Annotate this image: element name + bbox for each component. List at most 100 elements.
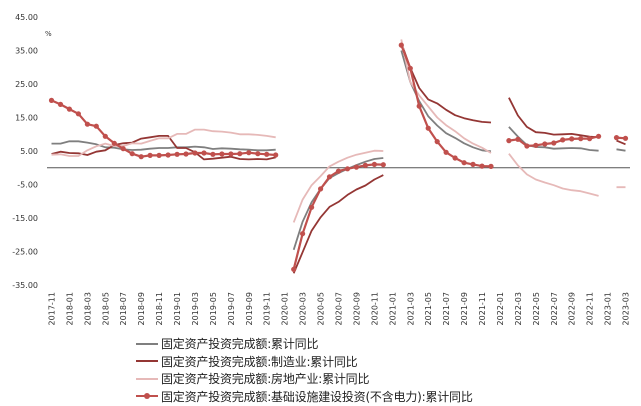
series-line — [51, 42, 626, 274]
data-point — [326, 174, 333, 180]
x-tick-label: 2019-07 — [227, 292, 236, 325]
data-point — [237, 151, 243, 157]
y-tick-label: -15.00 — [12, 214, 38, 223]
data-point — [551, 140, 557, 146]
data-point — [479, 163, 485, 169]
legend: 固定资产投资完成额:累计同比 固定资产投资完成额:制造业:累计同比 固定资产投资完成… — [136, 335, 576, 405]
x-tick-label: 2020-07 — [335, 292, 344, 325]
x-tick-label: 2022-09 — [568, 292, 577, 325]
y-tick-label: 15.00 — [15, 114, 38, 123]
legend-item: 固定资产投资完成额:累计同比 — [136, 335, 576, 353]
x-tick-label: 2019-03 — [191, 292, 200, 325]
data-point — [147, 152, 153, 158]
x-tick-label: 2020-05 — [317, 292, 326, 325]
data-point — [264, 151, 270, 157]
data-point — [398, 42, 404, 48]
data-point — [291, 266, 297, 272]
x-tick-label: 2018-05 — [101, 292, 110, 325]
legend-swatch — [136, 377, 158, 380]
legend-label: 固定资产投资完成额:基础设施建设投资(不含电力):累计同比 — [161, 389, 473, 404]
x-tick-label: 2022-03 — [514, 292, 523, 325]
data-point — [533, 142, 539, 148]
data-point — [300, 231, 306, 237]
x-tick-label: 2023-01 — [604, 292, 613, 325]
data-point — [138, 154, 144, 160]
x-tick-label: 2017-11 — [47, 292, 56, 325]
data-point — [569, 136, 575, 142]
x-tick-label: 2021-01 — [388, 292, 397, 325]
data-point — [156, 152, 162, 158]
data-point — [129, 151, 135, 157]
y-tick-label: 35.00 — [15, 47, 38, 56]
data-point — [273, 152, 279, 158]
data-point — [380, 162, 386, 168]
x-tick-label: 2020-01 — [281, 292, 290, 325]
x-tick-label: 2022-05 — [532, 292, 541, 325]
data-point — [84, 121, 90, 127]
series-4 — [48, 42, 629, 272]
series-line — [51, 39, 626, 223]
data-point — [165, 152, 171, 158]
data-point — [246, 150, 252, 156]
data-point — [407, 65, 413, 71]
x-tick-label: 2018-11 — [155, 292, 164, 325]
series-1 — [51, 50, 626, 251]
legend-label: 固定资产投资完成额:累计同比 — [161, 337, 319, 352]
data-point — [201, 150, 207, 156]
legend-label: 固定资产投资完成额:制造业:累计同比 — [161, 354, 358, 369]
data-point — [66, 106, 72, 112]
data-point — [452, 155, 458, 161]
legend-item: 固定资产投资完成额:基础设施建设投资(不含电力):累计同比 — [136, 388, 576, 406]
x-tick-label: 2020-03 — [299, 292, 308, 325]
data-point — [542, 141, 548, 147]
y-unit-label: % — [45, 30, 52, 38]
series-line — [51, 44, 626, 270]
legend-item: 固定资产投资完成额:房地产业:累计同比 — [136, 370, 576, 388]
data-point — [228, 151, 234, 157]
data-point — [192, 150, 198, 156]
data-point — [75, 111, 81, 117]
data-point — [461, 160, 467, 166]
data-point — [416, 103, 422, 109]
data-point — [515, 136, 521, 142]
x-tick-label: 2019-01 — [173, 292, 182, 325]
data-point — [102, 133, 108, 139]
y-tick-label: 45.00 — [15, 13, 38, 22]
legend-swatch — [136, 342, 158, 345]
x-tick-label: 2019-05 — [209, 292, 218, 325]
data-point — [93, 123, 99, 129]
data-point — [443, 149, 449, 155]
x-axis-tick-labels: 2017-11 2018-01 2018-03 2018-05 2018-07 2018-… — [47, 292, 630, 325]
series-line — [51, 50, 626, 251]
data-point — [120, 146, 126, 152]
x-tick-label: 2019-09 — [245, 292, 254, 325]
x-tick-label: 2021-05 — [424, 292, 433, 325]
x-tick-label: 2021-11 — [478, 292, 487, 325]
legend-swatch — [136, 393, 158, 400]
data-point — [434, 139, 440, 145]
data-point — [111, 140, 117, 146]
legend-item: 固定资产投资完成额:制造业:累计同比 — [136, 353, 576, 371]
y-axis-tick-labels: 45.00 35.00 25.00 15.00 5.00 -5.00 -15.00 -25.0… — [12, 13, 38, 290]
data-point — [560, 137, 566, 143]
x-tick-label: 2022-07 — [550, 292, 559, 325]
x-tick-label: 2020-11 — [370, 292, 379, 325]
data-point — [488, 163, 494, 169]
series-2 — [51, 42, 626, 274]
data-point — [578, 136, 584, 142]
legend-label: 固定资产投资完成额:房地产业:累计同比 — [161, 372, 370, 387]
x-tick-label: 2021-09 — [460, 292, 469, 325]
y-tick-label: 5.00 — [20, 147, 38, 156]
data-point — [309, 204, 315, 210]
data-point — [48, 97, 55, 103]
data-point — [470, 161, 476, 167]
x-tick-label: 2018-09 — [137, 292, 146, 325]
data-point — [255, 151, 261, 157]
data-point — [210, 151, 216, 157]
series-lines — [48, 39, 629, 274]
legend-swatch — [136, 360, 158, 363]
data-point — [425, 125, 431, 131]
x-tick-label: 2018-01 — [65, 292, 74, 325]
x-tick-label: 2022-11 — [586, 292, 595, 325]
